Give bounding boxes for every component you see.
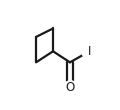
Text: I: I xyxy=(88,45,91,58)
Text: O: O xyxy=(65,81,75,94)
